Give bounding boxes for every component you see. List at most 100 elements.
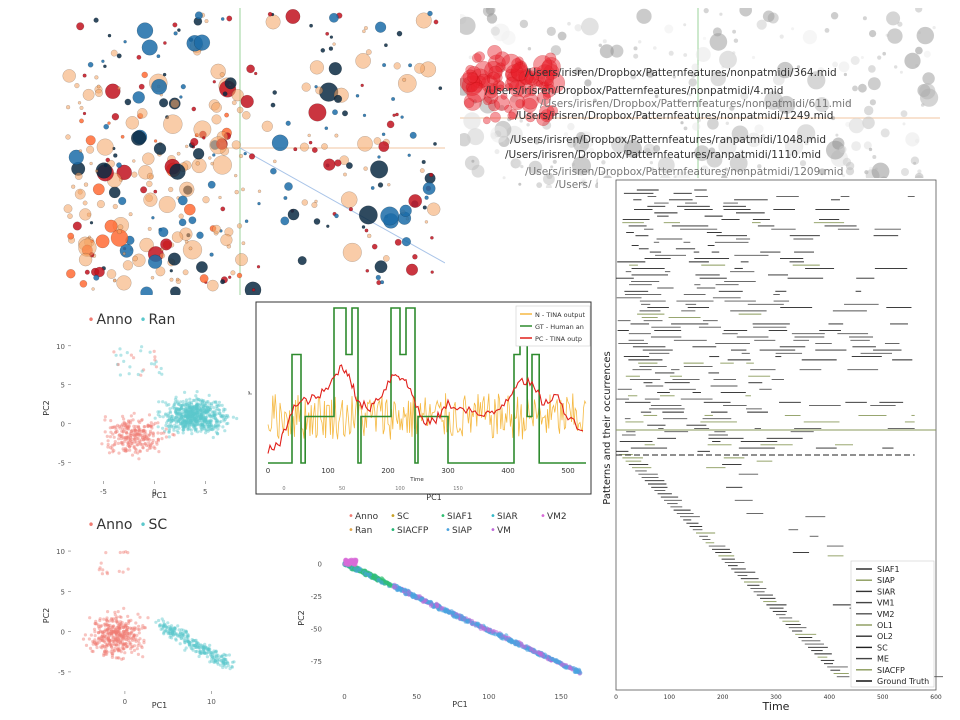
scatter-point: [117, 631, 121, 635]
scatter-point: [139, 349, 143, 353]
bubble-point: [171, 231, 184, 243]
bubble-point: [380, 280, 385, 285]
scatter-point: [149, 362, 154, 366]
legend-box: [850, 560, 935, 688]
bubble-point: [297, 256, 307, 266]
scatter-point: [188, 642, 192, 646]
bubble-point: [332, 42, 336, 46]
pca-anno-ran-panel: • Anno • Ran 10 5 0 -5 -5 0 5 PC1 PC2: [35, 300, 250, 500]
gray-bubble: [897, 21, 903, 27]
scatter-point: [140, 645, 144, 650]
scatter-point: [192, 415, 196, 419]
gray-bubble: [649, 161, 653, 165]
gray-bubble: [563, 132, 569, 137]
scatter-point: [202, 426, 206, 430]
scatter-point: [219, 419, 223, 424]
scatter-point: [185, 415, 189, 419]
scatter-point: [121, 656, 125, 661]
scatter-point: [167, 628, 171, 632]
legend-label-4: VM2: [877, 610, 894, 619]
gray-bubble: [777, 95, 796, 114]
scatter-point: [164, 412, 168, 416]
scatter-point: [150, 442, 154, 446]
highlight-bubble: [507, 111, 516, 121]
scatter-point: [190, 644, 194, 648]
gray-bubble: [520, 165, 524, 169]
gray-bubble: [683, 53, 688, 57]
scatter-point: [168, 626, 173, 630]
bubble-point: [272, 159, 277, 164]
scatter-point: [142, 438, 146, 442]
scatter-point: [124, 422, 128, 426]
scatter-point: [104, 622, 108, 626]
scatter-point: [181, 416, 185, 420]
scatter-point: [198, 652, 202, 656]
scatter-point: [112, 449, 116, 453]
highlight-bubble: [484, 84, 499, 99]
scatter-point: [196, 430, 200, 434]
bubble-point: [374, 260, 388, 274]
scatter-point: [183, 414, 187, 418]
bubble-point: [361, 225, 366, 229]
highlight-bubble: [535, 64, 556, 85]
scatter-point: [108, 638, 112, 643]
scatter-point: [189, 421, 193, 425]
scatter-point: [190, 412, 194, 416]
scatter-point: [186, 634, 191, 638]
scatter-point: [184, 424, 188, 428]
gray-bubble: [488, 74, 492, 79]
scatter-point: [106, 635, 111, 640]
scatter-point: [206, 419, 211, 423]
scatter-point: [200, 414, 204, 418]
bubble-point: [360, 83, 364, 88]
scatter-point: [118, 373, 122, 377]
scatter-point: [109, 645, 113, 649]
scatter-point: [182, 414, 186, 418]
scatter-point: [140, 626, 144, 630]
scatter-point: [206, 648, 210, 652]
scatter-point: [139, 644, 143, 648]
gray-bubble: [482, 8, 495, 17]
scatter-point: [165, 421, 169, 425]
scatter-point: [187, 414, 191, 418]
scatter-point: [107, 632, 111, 636]
scatter-point: [157, 450, 161, 454]
scatter-point: [189, 410, 193, 414]
scatter-point: [183, 640, 187, 644]
scatter-point: [190, 640, 194, 644]
scatter-point: [137, 631, 141, 635]
bubble-point: [194, 11, 203, 20]
scatter-point: [221, 665, 225, 670]
scatter-point: [205, 405, 209, 409]
bubble-point: [378, 141, 390, 153]
scatter-point: [179, 406, 184, 410]
gray-bubble: [868, 147, 873, 152]
scatter-point: [196, 422, 200, 426]
scatter-point: [118, 632, 122, 636]
scatter-point: [117, 569, 121, 573]
scatter-point: [159, 366, 163, 371]
scatter-point: [167, 625, 171, 629]
gray-bubble: [826, 140, 845, 160]
scatter-point: [91, 639, 95, 644]
scatter-point: [195, 401, 199, 405]
scatter-point: [195, 417, 199, 421]
scatter-point: [198, 408, 202, 412]
scatter-point: [192, 639, 196, 643]
scatter-point: [454, 613, 459, 619]
scatter-point: [158, 623, 162, 627]
bubble-point: [382, 255, 390, 262]
scatter-point: [192, 418, 196, 422]
scatter-point: [106, 442, 110, 447]
scatter-point: [162, 622, 166, 626]
scatter-point: [201, 405, 205, 409]
scatter-point: [193, 417, 197, 421]
scatter-point: [166, 621, 170, 625]
scatter-point: [125, 638, 129, 642]
scatter-point: [189, 410, 193, 414]
highlight-bubble: [476, 73, 491, 88]
scatter-point: [144, 435, 148, 439]
scatter-point: [106, 627, 110, 631]
x-tick-label-0: -5: [100, 488, 107, 496]
scatter-point: [207, 646, 211, 650]
